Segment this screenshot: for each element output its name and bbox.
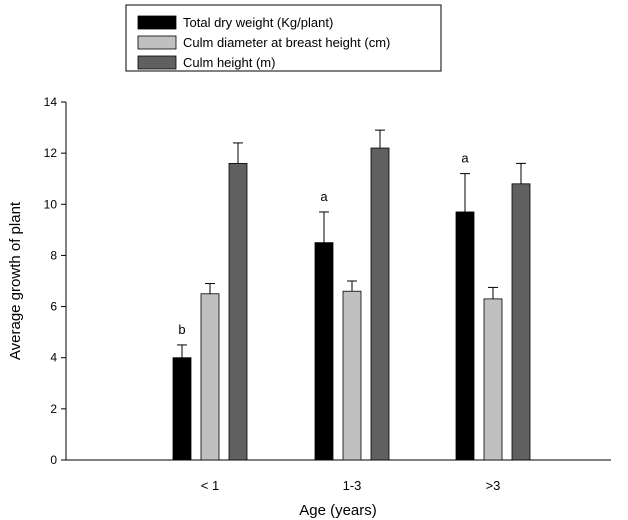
legend-swatch-total-dry-weight <box>137 15 177 30</box>
bar <box>455 211 475 461</box>
significance-label: a <box>320 189 328 204</box>
bar <box>511 183 531 461</box>
legend-label-total-dry-weight: Total dry weight (Kg/plant) <box>183 15 333 30</box>
bar <box>370 147 390 461</box>
legend: Total dry weight (Kg/plant) Culm diamete… <box>125 4 442 72</box>
bar <box>200 293 220 461</box>
y-axis-title: Average growth of plant <box>7 201 24 360</box>
legend-swatch-culm-diameter <box>137 35 177 50</box>
y-tick-label: 14 <box>44 95 58 109</box>
y-tick-label: 2 <box>50 402 57 416</box>
x-tick-label: 1-3 <box>343 478 362 493</box>
x-axis-title: Age (years) <box>299 502 377 519</box>
y-ticks: 0 2 4 6 8 10 12 14 <box>44 95 66 467</box>
bars: b a a <box>172 129 531 461</box>
y-tick-label: 8 <box>50 248 57 262</box>
y-tick-label: 6 <box>50 300 57 314</box>
significance-label: b <box>178 322 185 337</box>
legend-frame <box>125 4 442 72</box>
legend-swatch-culm-height <box>137 55 177 70</box>
legend-label-culm-diameter: Culm diameter at breast height (cm) <box>183 35 390 50</box>
significance-label: a <box>461 151 469 166</box>
x-tick-label: >3 <box>486 478 501 493</box>
bar <box>172 357 192 461</box>
x-ticks: < 1 1-3 >3 <box>201 478 501 493</box>
y-tick-label: 4 <box>50 351 57 365</box>
y-tick-label: 0 <box>50 453 57 467</box>
legend-label-culm-height: Culm height (m) <box>183 55 275 70</box>
bar <box>228 162 248 461</box>
bar <box>342 290 362 461</box>
bar <box>314 242 334 461</box>
bar <box>483 298 503 461</box>
y-tick-label: 12 <box>44 146 58 160</box>
y-tick-label: 10 <box>44 197 58 211</box>
x-tick-label: < 1 <box>201 478 219 493</box>
